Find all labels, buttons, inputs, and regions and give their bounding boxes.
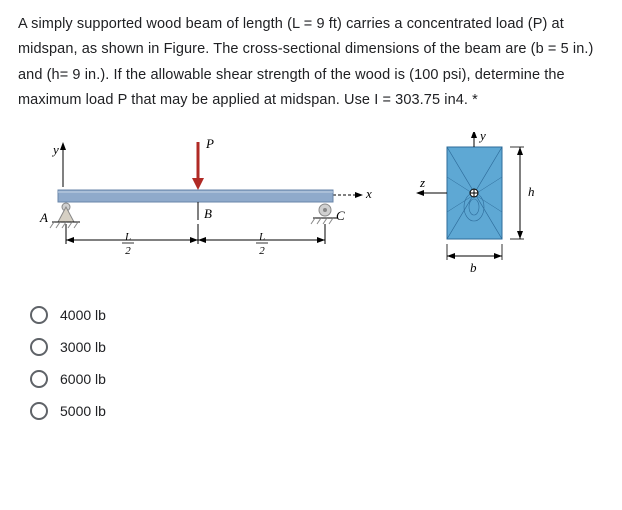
radio-icon: [30, 306, 48, 324]
point-C-label: C: [336, 208, 345, 223]
dim-L-left-den: 2: [125, 245, 131, 257]
figures-row: y x P A C: [18, 132, 604, 282]
radio-icon: [30, 370, 48, 388]
dim-L-right-num: L: [258, 231, 265, 243]
option-3[interactable]: 5000 lb: [30, 402, 604, 420]
option-label: 6000 lb: [60, 371, 106, 387]
b-dim-label: b: [470, 260, 477, 275]
option-label: 3000 lb: [60, 339, 106, 355]
y-section-label: y: [478, 132, 486, 143]
point-A-label: A: [39, 210, 48, 225]
option-label: 5000 lb: [60, 403, 106, 419]
option-1[interactable]: 3000 lb: [30, 338, 604, 356]
y-axis-label: y: [51, 142, 59, 157]
dim-L-right-den: 2: [259, 245, 265, 257]
h-dim-label: h: [528, 184, 535, 199]
option-2[interactable]: 6000 lb: [30, 370, 604, 388]
problem-statement: A simply supported wood beam of length (…: [18, 12, 604, 114]
section-diagram: y z h b: [402, 132, 562, 282]
load-label: P: [205, 136, 214, 151]
option-label: 4000 lb: [60, 307, 106, 323]
z-section-label: z: [419, 175, 425, 190]
option-0[interactable]: 4000 lb: [30, 306, 604, 324]
point-B-label: B: [204, 206, 212, 221]
dim-L-left-num: L: [124, 231, 131, 243]
x-axis-label: x: [365, 186, 372, 201]
radio-icon: [30, 338, 48, 356]
options-list: 4000 lb 3000 lb 6000 lb 5000 lb: [30, 306, 604, 420]
beam-diagram: y x P A C: [18, 132, 378, 282]
radio-icon: [30, 402, 48, 420]
